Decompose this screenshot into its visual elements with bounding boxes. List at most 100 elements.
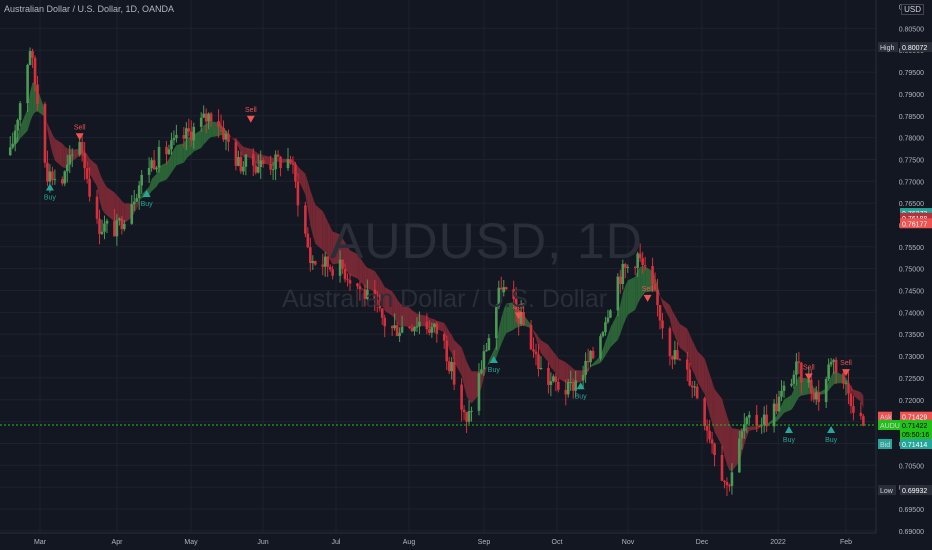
candle-body [433,323,436,328]
candle-body [175,135,178,139]
cloud-segment [263,155,271,166]
candle-body [100,231,104,234]
candle-body [321,264,325,267]
price-tags: High0.80072Low0.699320.762730.761880.761… [878,42,932,496]
candle-body [862,416,865,426]
candle-body [728,485,731,487]
buy-signal-arrow [576,382,585,390]
candle-body [271,169,275,171]
candle-body [589,350,592,363]
candle-body [234,141,238,166]
candle-body [390,326,394,329]
candle-body [155,167,158,170]
candle-body [167,149,171,155]
candle-body [497,287,501,307]
candle-body [31,51,34,58]
cloud-segment [255,151,259,165]
cloud-segment [17,126,21,143]
candle-body [98,218,101,234]
cloud-segment [766,418,775,426]
price-tick-label: 0.70500 [899,463,924,470]
cloud-segment [382,282,385,311]
cloud-segment [660,295,663,305]
cloud-segment [87,154,90,174]
candle-body [485,350,488,352]
candle-body [33,57,37,85]
candle-body [656,290,659,306]
cloud-segment [533,330,536,339]
candle-body [123,223,126,230]
cloud-segment [645,266,653,293]
candle-body [425,321,429,330]
cloud-segment [166,158,169,180]
candle-body [834,359,838,373]
cloud-segment [64,146,68,169]
candle-body [341,259,344,269]
candle-body [348,280,352,284]
candle-body [777,396,781,412]
candle-body [747,414,751,418]
currency-selector[interactable]: USD [901,4,924,15]
cloud-segment [364,265,368,289]
cloud-segment [379,278,383,305]
signals: Sell Buy Buy Sell Sell Buy Buy Sell Buy Sell Buy Se… [44,107,852,444]
sell-signal-arrow [75,133,84,141]
candle-body [373,289,377,300]
candle-body [95,196,99,219]
candle-body [765,414,768,427]
candle-body [199,117,203,127]
candle-body [63,171,67,184]
candle-body [413,326,416,332]
cloud-segment [330,226,333,265]
time-axis[interactable]: Mar Apr May Jun Jul Aug Sep Oct Nov Dec 2022 Feb [0,532,876,546]
candle-body [643,265,647,267]
candle-body [242,166,245,172]
cloud-segment [523,314,532,329]
candle-body [581,375,585,381]
candle-body [477,373,481,411]
cloud-segment [20,108,28,139]
time-tick-label: May [184,539,198,546]
candle-body [343,268,347,280]
candle-body [259,160,263,167]
cloud-segment [186,136,189,159]
candle-body [239,157,243,172]
candle-body [678,359,682,361]
cloud-segment [818,388,827,396]
cloud-segment [625,280,628,321]
cloud-segment [446,326,450,350]
candle-body [688,369,692,386]
cloud-segment [280,158,288,164]
candle-body [289,159,292,164]
sell-signal-arrow [842,369,850,377]
cloud-segment [568,364,571,383]
candle-body [304,205,307,234]
candle-body [43,103,47,163]
candle-body [522,311,525,326]
time-tick-label: Nov [622,539,635,546]
candle-body [192,126,196,141]
price-tick-label: 0.72500 [899,376,924,383]
candle-body [328,266,332,270]
cloud-segment [27,92,31,131]
ma3-value-bg [900,218,932,229]
buy-signal-arrow [45,183,54,191]
candle-body [115,220,119,237]
candle-body [482,351,486,370]
cloud-segment [498,318,502,351]
low-label: Low [880,488,894,495]
candle-body [207,113,210,122]
cloud-segment [139,194,142,203]
buy-signal-label: Buy [825,437,838,444]
candle-body [705,426,709,431]
candle-body [566,382,570,395]
cloud-segment [860,392,864,409]
candle-body [740,431,744,439]
price-tick-label: 0.75000 [899,267,924,274]
cloud-segment [62,143,65,169]
last-symbol-label-bg [878,420,900,431]
candle-body [713,443,716,456]
cloud-segment [357,254,360,282]
